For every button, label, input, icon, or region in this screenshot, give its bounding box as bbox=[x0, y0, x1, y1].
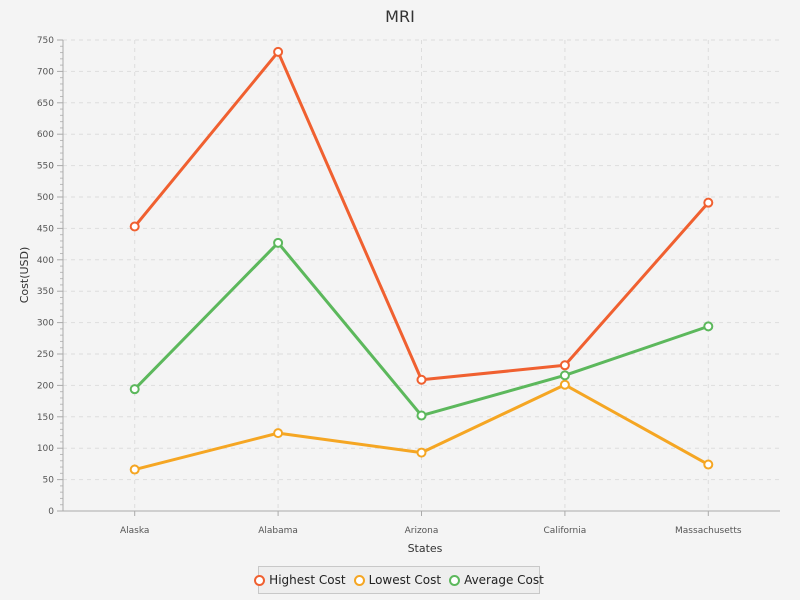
data-point[interactable] bbox=[129, 384, 140, 395]
data-point[interactable] bbox=[559, 360, 570, 371]
x-tick-label: Alabama bbox=[258, 526, 298, 536]
axes: 0 50 100 150 200 250 300 350 400 450 500 550 600 650 7… bbox=[37, 36, 780, 536]
legend-item[interactable]: Lowest Cost bbox=[353, 573, 442, 587]
legend-label: Lowest Cost bbox=[368, 573, 442, 587]
x-axis-label: States bbox=[408, 542, 443, 555]
y-tick-label: 0 bbox=[48, 507, 54, 517]
chart-title: MRI bbox=[385, 7, 415, 26]
y-tick-label: 650 bbox=[37, 99, 54, 109]
legend-item[interactable]: Average Cost bbox=[449, 573, 544, 587]
y-tick-label: 500 bbox=[37, 193, 54, 203]
y-tick-label: 300 bbox=[37, 319, 54, 329]
y-tick-label: 50 bbox=[43, 476, 55, 486]
y-tick-label: 400 bbox=[37, 256, 54, 266]
x-tick-label: California bbox=[544, 526, 587, 536]
legend-marker-icon bbox=[353, 574, 365, 586]
y-tick-label: 550 bbox=[37, 162, 54, 172]
x-tick-label: Arizona bbox=[405, 526, 439, 536]
data-point[interactable] bbox=[559, 379, 570, 390]
data-point[interactable] bbox=[129, 464, 140, 475]
grid bbox=[63, 39, 780, 511]
legend: Highest Cost Lowest Cost Average Cost bbox=[254, 566, 544, 594]
data-point[interactable] bbox=[129, 221, 140, 232]
legend-label: Highest Cost bbox=[269, 573, 346, 587]
data-point[interactable] bbox=[703, 197, 714, 208]
y-tick-label: 250 bbox=[37, 350, 54, 360]
x-tick-label: Massachusetts bbox=[675, 526, 742, 536]
y-axis-label: Cost(USD) bbox=[18, 247, 31, 304]
x-tick-label: Alaska bbox=[120, 526, 149, 536]
data-point[interactable] bbox=[416, 374, 427, 385]
y-tick-label: 600 bbox=[37, 130, 54, 140]
y-tick-label: 200 bbox=[37, 381, 54, 391]
legend-item[interactable]: Highest Cost bbox=[254, 573, 346, 587]
y-tick-label: 350 bbox=[37, 287, 54, 297]
legend-marker-icon bbox=[254, 574, 266, 586]
data-point[interactable] bbox=[416, 447, 427, 458]
legend-marker-icon bbox=[449, 574, 461, 586]
legend-label: Average Cost bbox=[464, 573, 544, 587]
y-tick-label: 150 bbox=[37, 413, 54, 423]
data-point[interactable] bbox=[273, 237, 284, 248]
y-tick-label: 450 bbox=[37, 224, 54, 234]
series-layer bbox=[129, 46, 714, 475]
data-point[interactable] bbox=[416, 410, 427, 421]
y-tick-label: 700 bbox=[37, 67, 54, 77]
y-tick-label: 750 bbox=[37, 36, 54, 46]
y-tick-label: 100 bbox=[37, 444, 54, 454]
data-point[interactable] bbox=[559, 370, 570, 381]
data-point[interactable] bbox=[703, 459, 714, 470]
data-point[interactable] bbox=[273, 428, 284, 439]
data-point[interactable] bbox=[703, 321, 714, 332]
data-point[interactable] bbox=[273, 46, 284, 57]
